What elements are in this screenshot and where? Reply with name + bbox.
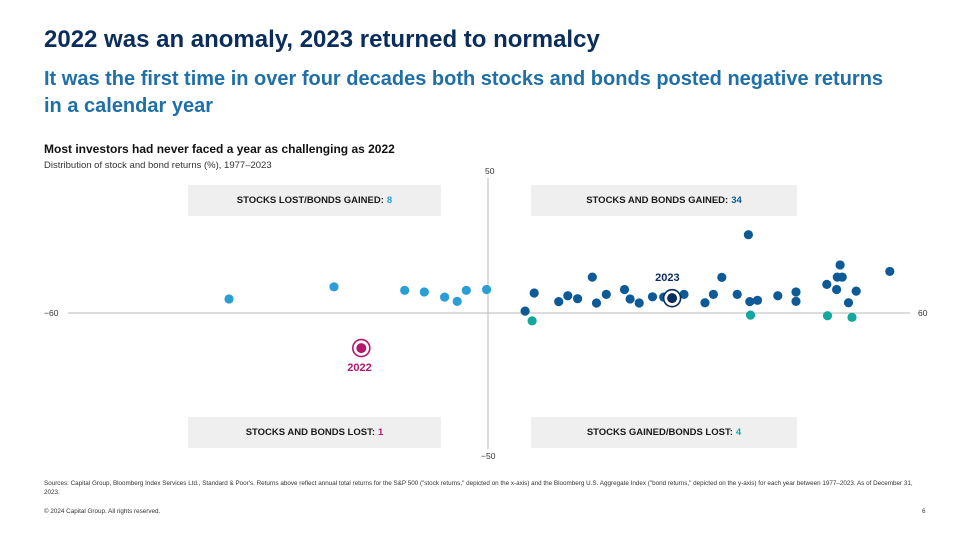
data-point-stocks-and-bonds-gained [679, 289, 689, 299]
highlight-markers [351, 288, 682, 358]
annotation-2022-label: 2022 [347, 362, 372, 375]
data-point-stocks-and-bonds-gained [717, 272, 727, 282]
data-point-stocks-gained-bonds-lost [527, 316, 537, 326]
data-point-stocks-and-bonds-gained [791, 296, 801, 306]
data-point-stocks-and-bonds-gained [573, 294, 583, 304]
quadrant-text: STOCKS AND BONDS LOST: [245, 427, 375, 438]
y-tick-max: 50 [485, 166, 495, 176]
data-point-stocks-and-bonds-gained [773, 291, 783, 301]
data-point-stocks-and-bonds-gained [743, 230, 754, 240]
data-point-stocks-and-bonds-gained [634, 298, 644, 308]
data-point-stocks-and-bonds-gained [591, 298, 602, 308]
data-point-stocks-and-bonds-gained [520, 306, 530, 316]
page-subtitle: It was the first time in over four decad… [44, 68, 884, 117]
copyright: © 2024 Capital Group. All rights reserve… [44, 508, 161, 515]
data-point-stocks-and-bonds-gained [601, 289, 611, 299]
data-point-stocks-lost-bonds-gained [400, 285, 410, 295]
data-point-stocks-and-bonds-gained [563, 291, 573, 301]
sources-note: Sources: Capital Group, Bloomberg Index … [44, 480, 913, 496]
quadrant-label-stocks-gained-bonds-lost: STOCKS GAINED/BONDS LOST: 4 [531, 417, 797, 448]
x-tick-min: −60 [44, 308, 59, 318]
quadrant-count: 34 [731, 195, 742, 206]
data-points [224, 230, 895, 353]
quadrant-count: 4 [735, 427, 742, 438]
data-point-stocks-and-bonds-gained [625, 294, 635, 304]
highlight-point-2022 [356, 343, 367, 354]
data-point-stocks-lost-bonds-gained [440, 292, 450, 302]
data-point-stocks-lost-bonds-gained [224, 294, 234, 304]
data-point-stocks-and-bonds-gained [708, 289, 719, 299]
chart-subtitle: Distribution of stock and bond returns (… [44, 160, 272, 171]
data-point-stocks-and-bonds-gained [851, 286, 861, 296]
quadrant-label-stocks-lost-bonds-gained: STOCKS LOST/BONDS GAINED: 8 [188, 185, 441, 216]
data-point-stocks-and-bonds-gained [791, 287, 801, 297]
quadrant-text: STOCKS LOST/BONDS GAINED: [236, 195, 384, 206]
data-point-stocks-and-bonds-gained [837, 272, 847, 282]
data-point-stocks-and-bonds-gained [587, 272, 597, 282]
quadrant-count: 8 [386, 195, 393, 206]
data-point-stocks-gained-bonds-lost [847, 312, 857, 322]
data-point-stocks-and-bonds-gained [885, 266, 895, 277]
page-title: 2022 was an anomaly, 2023 returned to no… [44, 26, 600, 53]
data-point-stocks-and-bonds-gained [822, 279, 832, 289]
quadrant-label-stocks-and-bonds-lost: STOCKS AND BONDS LOST: 1 [188, 417, 441, 448]
data-point-stocks-and-bonds-gained [554, 297, 564, 307]
y-tick-min: −50 [481, 451, 496, 461]
quadrant-count: 1 [378, 427, 384, 438]
data-point-stocks-lost-bonds-gained [461, 285, 471, 295]
page-number: 6 [922, 508, 926, 515]
highlight-point-2023 [667, 293, 678, 304]
data-point-stocks-gained-bonds-lost [745, 310, 756, 320]
data-point-stocks-and-bonds-gained [732, 289, 742, 299]
data-point-stocks-and-bonds-gained [835, 260, 845, 270]
data-point-stocks-lost-bonds-gained [419, 287, 429, 297]
quadrant-label-stocks-and-bonds-gained: STOCKS AND BONDS GAINED: 34 [531, 185, 797, 216]
annotation-2023-label: 2023 [655, 272, 680, 285]
chart-title: Most investors had never faced a year as… [44, 142, 395, 156]
data-point-stocks-and-bonds-gained [843, 298, 854, 308]
quadrant-text: STOCKS AND BONDS GAINED: [586, 195, 729, 206]
data-point-stocks-lost-bonds-gained [329, 282, 339, 292]
data-point-stocks-gained-bonds-lost [822, 311, 833, 321]
data-point-stocks-and-bonds-gained [619, 284, 630, 295]
data-point-stocks-and-bonds-gained [700, 298, 710, 308]
quadrant-text: STOCKS GAINED/BONDS LOST: [586, 427, 733, 438]
data-point-stocks-and-bonds-gained [529, 288, 539, 298]
x-tick-max: 60 [918, 308, 928, 318]
data-point-stocks-and-bonds-gained [832, 284, 842, 295]
data-point-stocks-and-bonds-gained [647, 292, 658, 302]
data-point-stocks-and-bonds-gained [745, 297, 755, 307]
data-point-stocks-lost-bonds-gained [482, 284, 492, 295]
data-point-stocks-and-bonds-gained [752, 295, 763, 305]
data-point-stocks-lost-bonds-gained [452, 296, 462, 306]
